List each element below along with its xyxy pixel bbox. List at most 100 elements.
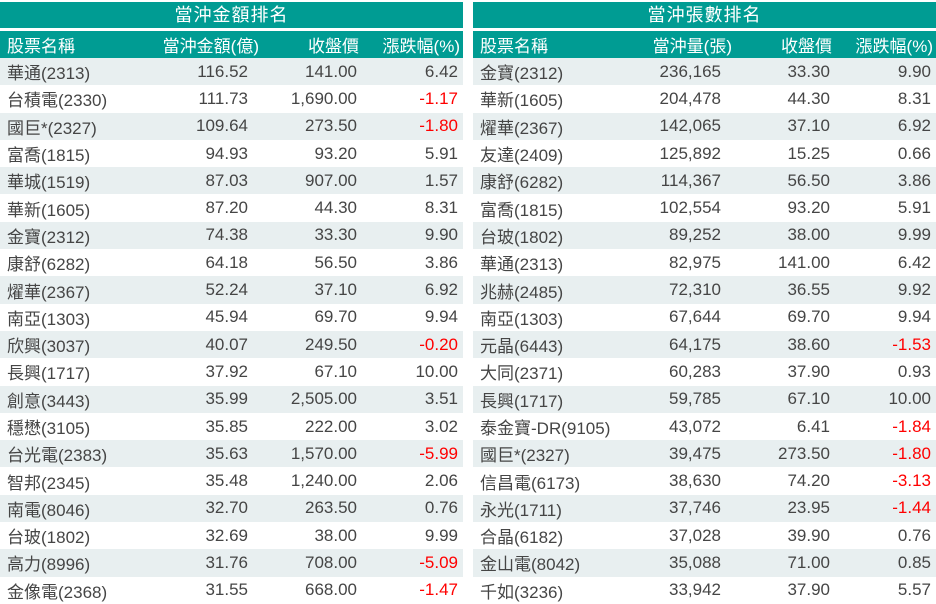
table-row: 金寶(2312) 74.38 33.30 9.90	[0, 221, 463, 250]
value-cell: 72,310	[669, 280, 721, 300]
stock-name-cell: 台玻(1802)	[480, 227, 564, 247]
value-cell: 35.99	[205, 389, 248, 409]
table-row: 南亞(1303) 67,644 69.70 9.94	[473, 303, 936, 331]
value-cell: 69.70	[314, 307, 357, 327]
table-row: 大同(2371) 60,283 37.90 0.93	[473, 358, 936, 386]
volume-table-body: 金寶(2312) 236,165 33.30 9.90 華新(1605) 204,478 4…	[473, 58, 936, 604]
stock-name-cell: 穩懋(3105)	[7, 419, 91, 438]
value-cell: -5.09	[419, 552, 458, 572]
value-cell: 44.30	[787, 88, 830, 108]
value-cell: 37.10	[787, 116, 830, 136]
value-cell: 141.00	[305, 61, 357, 81]
table-row: 華城(1519) 87.03 907.00 1.57	[0, 167, 463, 195]
table-row: 國巨*(2327) 109.64 273.50 -1.80	[0, 112, 463, 140]
table-row: 燿華(2367) 52.24 37.10 6.92	[0, 276, 463, 304]
value-cell: 708.00	[305, 552, 357, 572]
value-cell: 37,028	[669, 525, 721, 545]
value-cell: -0.20	[419, 334, 458, 354]
table-row: 欣興(3037) 40.07 249.50 -0.20	[0, 330, 463, 359]
value-cell: 222.00	[305, 416, 357, 436]
stock-name-cell: 南亞(1303)	[7, 309, 91, 329]
stock-name-cell: 長興(1717)	[480, 391, 564, 411]
value-cell: 142,065	[659, 116, 721, 136]
value-cell: 114,367	[660, 170, 721, 190]
stock-name-cell: 富喬(1815)	[480, 200, 564, 220]
table-row: 友達(2409) 125,892 15.25 0.66	[473, 139, 936, 168]
table-row: 千如(3236) 33,942 37.90 5.57	[473, 576, 936, 604]
volume-table-title: 當沖張數排名	[473, 2, 936, 28]
stock-name-cell: 南電(8046)	[7, 500, 91, 520]
table-row: 長興(1717) 37.92 67.10 10.00	[0, 358, 463, 386]
value-cell: 43,072	[669, 416, 721, 436]
value-cell: 8.31	[897, 88, 931, 108]
value-cell: 38.60	[787, 334, 830, 354]
value-cell: 6.41	[796, 416, 830, 436]
stock-name-cell: 台積電(2330)	[7, 91, 108, 111]
table-row: 華通(2313) 82,975 141.00 6.42	[473, 249, 936, 277]
col-header-stock-name: 股票名稱	[480, 37, 548, 56]
value-cell: 39,475	[669, 443, 721, 463]
value-cell: 668.00	[305, 580, 357, 600]
value-cell: 116.52	[197, 61, 248, 81]
stock-name-cell: 金山電(8042)	[480, 555, 581, 575]
stock-name-cell: 國巨*(2327)	[7, 118, 97, 138]
stock-name-cell: 華新(1605)	[480, 91, 564, 111]
value-cell: 35.63	[205, 443, 248, 463]
stock-name-cell: 創意(3443)	[7, 391, 91, 411]
table-row: 華通(2313) 116.52 141.00 6.42	[0, 58, 463, 86]
value-cell: 32.69	[205, 525, 248, 545]
value-cell: 141.00	[778, 252, 830, 272]
value-cell: 94.93	[205, 143, 248, 163]
stock-name-cell: 華新(1605)	[7, 200, 91, 220]
stock-name-cell: 金寶(2312)	[7, 227, 91, 247]
table-row: 國巨*(2327) 39,475 273.50 -1.80	[473, 440, 936, 468]
col-header-close: 收盤價	[781, 37, 832, 56]
value-cell: 93.20	[787, 198, 830, 218]
value-cell: 9.90	[897, 61, 931, 81]
value-cell: 45.94	[205, 307, 248, 327]
value-cell: 273.50	[305, 116, 357, 136]
amount-table-header-row: 股票名稱 當沖金額(億) 收盤價 漲跌幅(%)	[0, 31, 463, 58]
stock-name-cell: 燿華(2367)	[7, 282, 91, 302]
value-cell: 33,942	[669, 580, 721, 600]
value-cell: 907.00	[305, 170, 357, 190]
stock-name-cell: 大同(2371)	[480, 364, 564, 384]
table-row: 華新(1605) 204,478 44.30 8.31	[473, 85, 936, 113]
stock-name-cell: 泰金寶-DR(9105)	[480, 419, 611, 438]
amount-table-body: 華通(2313) 116.52 141.00 6.42 台積電(2330) 111.73 1…	[0, 58, 463, 604]
col-header-change: 漲跌幅(%)	[855, 37, 933, 56]
stock-name-cell: 信昌電(6173)	[480, 473, 581, 493]
value-cell: 0.66	[897, 143, 931, 163]
value-cell: 23.95	[787, 498, 830, 518]
table-row: 富喬(1815) 94.93 93.20 5.91	[0, 139, 463, 168]
stock-name-cell: 長興(1717)	[7, 364, 91, 384]
value-cell: 35.85	[205, 416, 248, 436]
table-row: 台玻(1802) 89,252 38.00 9.99	[473, 221, 936, 250]
stock-name-cell: 華通(2313)	[480, 255, 564, 275]
value-cell: 0.76	[897, 525, 931, 545]
amount-table-title: 當沖金額排名	[0, 2, 463, 28]
value-cell: 10.00	[415, 361, 458, 381]
value-cell: 5.57	[897, 580, 931, 600]
value-cell: 31.55	[205, 580, 248, 600]
table-row: 合晶(6182) 37,028 39.90 0.76	[473, 522, 936, 550]
value-cell: 60,283	[669, 361, 721, 381]
stock-name-cell: 欣興(3037)	[7, 337, 91, 357]
table-row: 台積電(2330) 111.73 1,690.00 -1.17	[0, 85, 463, 113]
stock-name-cell: 智邦(2345)	[7, 473, 91, 493]
value-cell: 5.91	[424, 143, 458, 163]
value-cell: 0.93	[897, 361, 931, 381]
table-row: 泰金寶-DR(9105) 43,072 6.41 -1.84	[473, 412, 936, 441]
stock-name-cell: 國巨*(2327)	[480, 446, 570, 466]
table-row: 永光(1711) 37,746 23.95 -1.44	[473, 494, 936, 523]
value-cell: 32.70	[205, 498, 248, 518]
stock-name-cell: 台光電(2383)	[7, 446, 108, 466]
table-row: 兆赫(2485) 72,310 36.55 9.92	[473, 276, 936, 304]
value-cell: -1.84	[892, 416, 931, 436]
value-cell: 2,505.00	[290, 389, 357, 409]
value-cell: 39.90	[787, 525, 830, 545]
value-cell: 38.00	[314, 525, 357, 545]
value-cell: 93.20	[314, 143, 357, 163]
value-cell: 9.92	[897, 280, 931, 300]
